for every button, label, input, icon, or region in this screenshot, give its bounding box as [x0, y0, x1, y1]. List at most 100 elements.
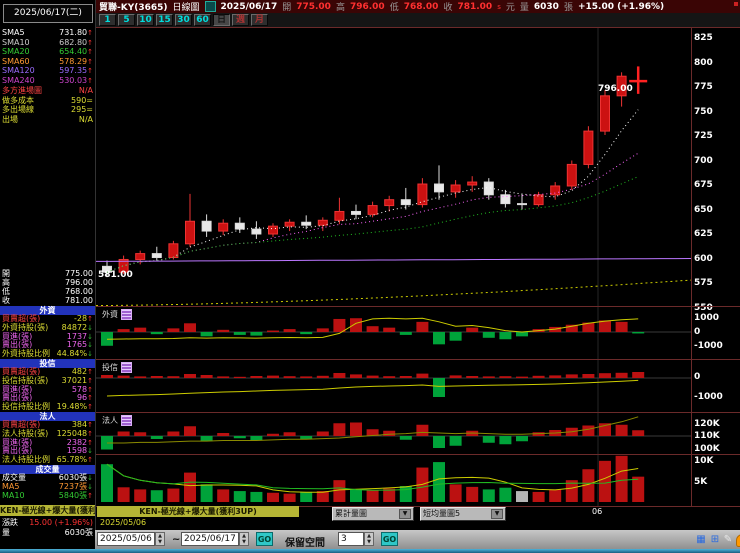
section-row-value: 7237張↓ — [58, 481, 93, 491]
trend-arrow-icon: ↑ — [87, 315, 93, 323]
panel-tick: 0 — [694, 372, 701, 382]
go-button-2[interactable]: GO — [381, 532, 398, 546]
panel-title: 外資 — [102, 310, 118, 319]
section-row: 賣出(張) 1765↓ — [0, 341, 95, 350]
panel-投信[interactable] — [96, 360, 691, 412]
date-from-dropdown-button[interactable]: ▲ ▼ — [155, 532, 165, 546]
price-tick: 775 — [694, 82, 713, 92]
panel-法人[interactable] — [96, 413, 691, 454]
ma-indicator-select[interactable]: 短均量圖5 ▼ — [420, 507, 506, 521]
trend-arrow-icon: ↑ — [87, 429, 93, 438]
date-to-dropdown-button[interactable]: ▲ ▼ — [239, 532, 249, 546]
chevron-down-icon[interactable]: ▼ — [399, 509, 411, 519]
pen-icon[interactable]: ✎ — [723, 534, 733, 545]
month-period-button[interactable]: 月 — [251, 14, 268, 26]
section-row-label: 賣出(張) — [2, 446, 33, 456]
section-row-label: 法人持股比例 — [2, 455, 50, 465]
bell-icon[interactable] — [736, 534, 740, 547]
ken-change-row: 漲跌 15.00 (+1.96%) — [0, 518, 95, 528]
indicator-settings-icon[interactable] — [121, 362, 132, 373]
signal-row: 多出場線 295= — [0, 105, 95, 115]
sma-row-value: 578.29↑ — [59, 56, 93, 66]
date-to-input[interactable] — [181, 532, 239, 546]
trend-arrow-icon: ↓ — [87, 341, 93, 350]
close-label: 收 — [443, 3, 453, 13]
trend-arrow-icon: ↑ — [87, 438, 93, 447]
SMA10-line — [106, 152, 639, 273]
signal-row: 做多成本 590= — [0, 96, 95, 106]
panel-title: 投信 — [102, 363, 118, 372]
tab-daily-chart[interactable]: 日線圖 — [172, 3, 200, 13]
sma-row-label: SMA240 — [2, 75, 35, 85]
section-row: 買進(張) 2382↑ — [0, 437, 95, 448]
keep-space-spinner[interactable]: ▲ ▼ — [364, 532, 374, 546]
period-button-1[interactable]: 1 — [99, 14, 116, 26]
period-button-15[interactable]: 15 — [156, 14, 173, 26]
SMA20-line — [106, 176, 639, 273]
indicator-settings-icon[interactable] — [121, 415, 132, 426]
overlay-indicator-select[interactable]: 累計量圖 ▼ — [332, 507, 414, 521]
low-value: 768.00 — [403, 1, 439, 12]
signal-row-value: N/A — [78, 86, 93, 95]
week-period-button[interactable]: 週 — [232, 14, 249, 26]
sma-row-label: SMA120 — [2, 66, 35, 76]
signal-row-value: 590= — [71, 95, 93, 105]
trend-arrow-icon: ↑ — [87, 57, 93, 66]
SMA120-line — [96, 258, 691, 262]
go-button[interactable]: GO — [256, 532, 273, 546]
chart-type-icon[interactable] — [204, 1, 216, 12]
crosshair-icon[interactable]: ⊞ — [710, 534, 720, 545]
day-period-button[interactable]: 日 — [213, 14, 230, 26]
ohlc-row-label: 開 — [2, 269, 10, 278]
price-tick: 575 — [694, 278, 713, 288]
keep-space-input[interactable] — [338, 532, 364, 546]
main-candle-chart[interactable] — [96, 28, 691, 306]
section-row-value: -28↑ — [74, 314, 93, 323]
ken-indicator-header-bottom: KEN-極光線+爆大量(獲利3UP) — [97, 506, 299, 517]
section-row-label: 法人持股(張) — [2, 428, 49, 438]
section-row-value: 125048↑ — [56, 428, 93, 438]
section-row-label: 成交量 — [2, 472, 26, 482]
section-row: 外資持股比例 44.84%↓ — [0, 349, 95, 359]
chevron-down-icon[interactable]: ▼ — [491, 509, 503, 519]
ohlc-row-value: 775.00 — [65, 269, 93, 278]
period-button-5[interactable]: 5 — [118, 14, 135, 26]
panel-成交量[interactable] — [96, 455, 691, 506]
section-row: 法人持股比例 65.78%↑ — [0, 455, 95, 465]
panel-外資[interactable] — [96, 307, 691, 359]
section-row-value: 65.78%↑ — [56, 455, 93, 465]
grid-chart-icon[interactable]: ▦ — [696, 534, 706, 545]
date-from-input[interactable] — [97, 532, 155, 546]
volume-label: 量 — [519, 3, 529, 13]
open-label: 開 — [282, 3, 292, 13]
sma-row: SMA5 731.80↑ — [0, 28, 95, 38]
panel-tick: -1000 — [694, 341, 723, 351]
price-axis: 825 800 775 750 725 700 675 650 625 600 575 550 1000… — [691, 28, 740, 506]
section-row-value: 482↑ — [71, 366, 93, 376]
high-price-annotation: 796.00 — [598, 84, 633, 94]
section-row-value: 1765↓ — [66, 340, 93, 350]
trend-arrow-icon: ↑ — [87, 29, 93, 37]
price-tick: 700 — [694, 155, 713, 166]
period-button-60[interactable]: 60 — [194, 14, 211, 26]
price-tick: 675 — [694, 180, 713, 190]
period-button-10[interactable]: 10 — [137, 14, 154, 26]
axis-separator — [691, 28, 692, 506]
overlay-indicator-value: 累計量圖 — [335, 509, 367, 518]
trend-arrow-icon: ↑ — [87, 491, 93, 500]
indicator-settings-icon[interactable] — [121, 309, 132, 320]
panel-tick: 1000 — [694, 313, 720, 323]
ohlc-row-value: 768.00 — [65, 287, 93, 296]
ken-change-label: 漲跌 — [2, 518, 18, 527]
period-button-30[interactable]: 30 — [175, 14, 192, 26]
trend-arrow-icon: ↑ — [87, 76, 93, 85]
section-row-label: 買賣超(張) — [2, 366, 41, 376]
panel-tick: 120K — [694, 419, 720, 429]
section-row: 法人持股(張) 125048↑ — [0, 428, 95, 439]
range-tilde: ~ — [172, 534, 181, 545]
high-value: 796.00 — [349, 1, 385, 12]
trend-arrow-icon: ↑ — [87, 403, 93, 412]
section-row-label: 買進(張) — [2, 437, 33, 447]
trend-arrow-icon: ↓ — [87, 332, 93, 341]
